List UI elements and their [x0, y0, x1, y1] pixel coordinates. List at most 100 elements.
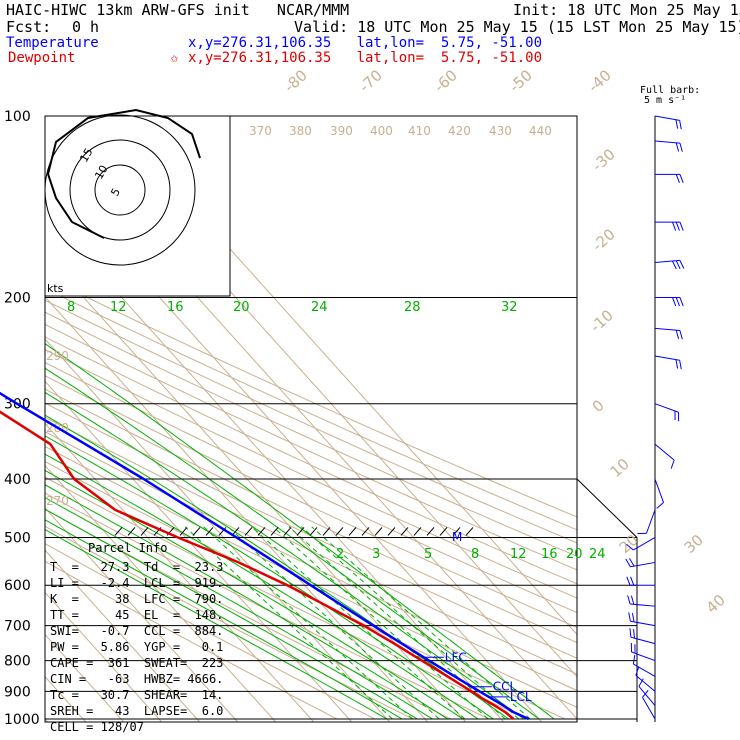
- wind-barb-group: [625, 115, 685, 722]
- parcel-info-row: SWI= -0.7 CCL = 884.: [50, 624, 224, 638]
- parcel-info-row: TT = 45 EL = 148.: [50, 608, 224, 622]
- wind-barb: [638, 686, 656, 706]
- isotherm-line: [45, 464, 277, 722]
- wind-barb-flag: [671, 260, 677, 270]
- theta-label: 290: [46, 349, 69, 363]
- wind-barb-flag: [679, 174, 684, 184]
- parcel-info-row: LI = -2.4 LCL = 919.: [50, 576, 224, 590]
- dry-adiabat-line: [45, 416, 577, 675]
- wind-barb-flag: [627, 595, 631, 605]
- temperature-legend: Temperature: [6, 35, 99, 51]
- dry-adiabat-line: [45, 375, 577, 629]
- dry-adiabat-line: [45, 508, 452, 720]
- dry-adiabat-line: [45, 349, 577, 599]
- isotherm-label: -40: [585, 66, 615, 96]
- hatch-mark: [387, 527, 396, 536]
- isotherm-line: [45, 296, 429, 722]
- hatch-mark: [114, 527, 123, 536]
- wind-barb: [631, 651, 656, 662]
- hatch-mark: [257, 527, 266, 536]
- hatch-mark: [465, 527, 474, 536]
- wind-barb: [633, 663, 656, 677]
- ccl-label: CCL: [493, 680, 517, 694]
- hodograph-ring: [44, 114, 196, 266]
- frame-slope: [576, 478, 638, 538]
- parcel-info-row: K = 38 LFC = 790.: [50, 592, 224, 606]
- dewpoint-star-icon: ✩: [170, 50, 179, 66]
- wind-barb-flag: [679, 297, 684, 307]
- temperature-location: x,y=276.31,106.35 lat,lon= 5.75, -51.00: [188, 35, 543, 51]
- dry-adiabat-line: [45, 287, 577, 531]
- level-marker-group: ELLFCCCLLCLM: [423, 530, 532, 704]
- hatch-mark: [413, 527, 422, 536]
- wind-barb: [642, 697, 656, 720]
- wind-barb: [633, 537, 656, 551]
- hodograph-units: kts: [47, 282, 64, 295]
- hatch-mark: [439, 527, 448, 536]
- dewpoint-location: x,y=276.31,106.35 lat,lon= 5.75, -51.00: [188, 50, 543, 66]
- hatch-mark: [374, 527, 383, 536]
- theta-label: 430: [489, 124, 512, 138]
- dry-adiabat-line: [45, 402, 577, 659]
- parcel-info-row: CAPE = 361 SWEAT= 223: [50, 656, 224, 670]
- wind-barb-flag: [679, 360, 682, 370]
- dry-adiabat-line: [45, 445, 577, 708]
- hodograph-ring: [94, 164, 146, 216]
- dewpoint-legend: Dewpoint: [8, 50, 76, 66]
- dry-adiabat-line: [45, 492, 490, 720]
- wind-barb-flag: [675, 174, 680, 184]
- wind-barb-flag: [626, 543, 634, 551]
- wind-barb-flag: [675, 142, 680, 152]
- wind-barb: [654, 443, 675, 461]
- mixing-ratio-label: 8: [471, 547, 479, 562]
- mixing-ratio-line: [184, 526, 393, 720]
- mixing-ratio-line: [251, 526, 466, 720]
- wind-barb-flag: [679, 143, 683, 152]
- theta-label: 440: [529, 124, 552, 138]
- mixing-ratio-line: [227, 526, 440, 720]
- hatch-mark: [140, 527, 149, 536]
- mixing-ratio-label: 8: [67, 300, 75, 315]
- mixing-ratio-label: 5: [424, 547, 432, 562]
- valid-time: Valid: 18 UTC Mon 25 May 15 (15 LST Mon …: [294, 18, 740, 36]
- wind-barb-flag: [629, 558, 635, 567]
- dry-adiabat-line: [45, 336, 577, 585]
- dewpoint-profile: [0, 410, 515, 720]
- wind-barb: [630, 620, 656, 627]
- wind-barb-flag: [679, 260, 685, 269]
- dry-adiabat-line: [45, 361, 577, 614]
- mixing-ratio-label: 16: [167, 300, 184, 315]
- isotherm-label: -50: [506, 66, 536, 96]
- wind-barb: [654, 259, 680, 264]
- mixing-ratio-label: 28: [404, 300, 421, 315]
- isotherm-line: [45, 422, 315, 722]
- hatch-mark: [452, 527, 461, 536]
- mixing-ratio-line: [272, 526, 489, 720]
- wind-barb: [654, 327, 680, 332]
- wind-barb-flag: [626, 576, 631, 586]
- hatch-mark: [309, 527, 318, 536]
- wind-barb: [635, 674, 656, 692]
- parcel-info-row: CELL = 128/07: [50, 720, 144, 734]
- theta-label: 380: [289, 124, 312, 138]
- hodograph-ring-label: 15: [77, 146, 95, 165]
- wind-barb-flag: [631, 612, 635, 622]
- pressure-tick-label: 200: [4, 291, 31, 307]
- wind-barb-flag: [628, 612, 631, 622]
- pressure-tick-label: 600: [4, 578, 31, 594]
- wind-barb: [654, 478, 665, 503]
- hodograph-trace: [46, 108, 201, 239]
- forecast-label: Fcst:: [6, 18, 52, 36]
- wind-barb-flag: [625, 558, 631, 568]
- dry-adiabat-line: [45, 431, 577, 692]
- dry-adiabat-line: [45, 476, 528, 720]
- theta-label: 270: [46, 494, 69, 508]
- init-time: Init: 18 UTC Mon 25 May 15: [513, 1, 740, 19]
- wind-barb-flag: [670, 459, 675, 469]
- isotherm-label: 40: [703, 591, 729, 617]
- mixing-ratio-label: 16: [541, 547, 558, 562]
- barb-key-line2: 5 m s⁻¹: [644, 95, 687, 106]
- mixing-ratio-label: 24: [589, 547, 606, 562]
- mixing-ratio-label: 12: [510, 547, 527, 562]
- mixing-ratio-label: 2: [336, 547, 344, 562]
